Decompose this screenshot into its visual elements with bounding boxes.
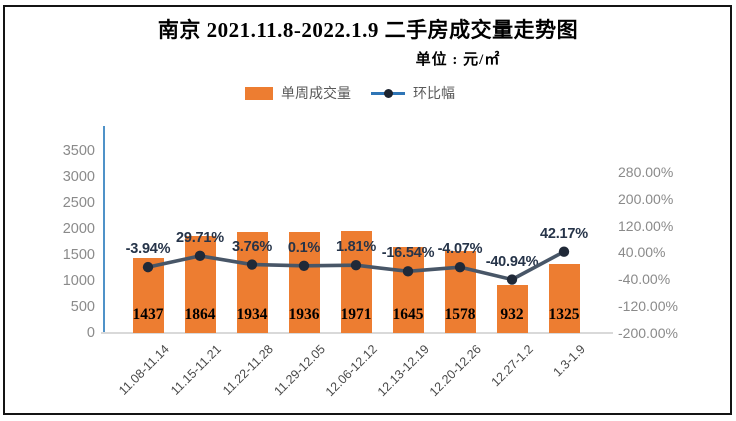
right-axis-tick-label: 200.00% <box>618 190 674 207</box>
pct-change-label: -40.94% <box>485 253 539 270</box>
bar-value-label: 1645 <box>392 306 424 323</box>
volume-bar <box>496 284 528 333</box>
left-axis-tick-label: 1500 <box>62 247 95 263</box>
left-axis-tick-label: 1000 <box>62 273 95 289</box>
legend-bar-swatch-icon <box>245 86 273 100</box>
volume-bar <box>288 232 320 333</box>
bar-value-label: 1936 <box>288 306 320 323</box>
bar-value-label: 932 <box>500 306 524 323</box>
volume-bar <box>236 232 268 333</box>
left-axis-tick-label: 2500 <box>62 195 95 211</box>
bar-value-label: 1971 <box>340 306 372 323</box>
left-axis-tick-label: 500 <box>70 299 95 315</box>
right-axis-tick-label: -40.00% <box>618 271 671 288</box>
left-axis-tick-label: 0 <box>86 325 95 341</box>
bar-value-label: 1864 <box>184 306 216 323</box>
pct-change-label: 29.71% <box>176 229 224 246</box>
right-axis-tick-label: -120.00% <box>618 298 678 314</box>
bar-value-label: 1325 <box>548 306 580 323</box>
bar-value-label: 1578 <box>444 306 476 323</box>
x-axis-baseline <box>101 332 613 334</box>
left-axis-tick-label: 2000 <box>62 221 95 237</box>
bar-value-label: 1437 <box>132 306 164 323</box>
bar-value-label: 1934 <box>236 306 268 323</box>
left-axis-line <box>103 126 105 334</box>
right-axis-tick-label: 40.00% <box>618 244 666 261</box>
chart-title: 南京 2021.11.8-2022.1.9 二手房成交量走势图 <box>157 18 579 42</box>
right-axis-tick-label: 120.00% <box>618 217 674 234</box>
pct-change-label: 42.17% <box>540 225 588 242</box>
left-axis-tick-label: 3000 <box>62 169 95 185</box>
legend-line-swatch-icon <box>371 87 405 100</box>
chart-border <box>3 5 732 415</box>
legend-bar-label: 单周成交量 <box>281 85 351 101</box>
left-axis-tick-label: 3500 <box>62 143 95 159</box>
legend: 单周成交量 环比幅 <box>0 83 718 103</box>
volume-bar <box>340 230 372 333</box>
right-axis-tick-label: -200.00% <box>618 324 678 341</box>
chart-subtitle: 单位 : 元/㎡ <box>415 52 501 68</box>
right-axis-tick-label: 280.00% <box>618 164 674 180</box>
legend-line-label: 环比幅 <box>413 85 455 101</box>
